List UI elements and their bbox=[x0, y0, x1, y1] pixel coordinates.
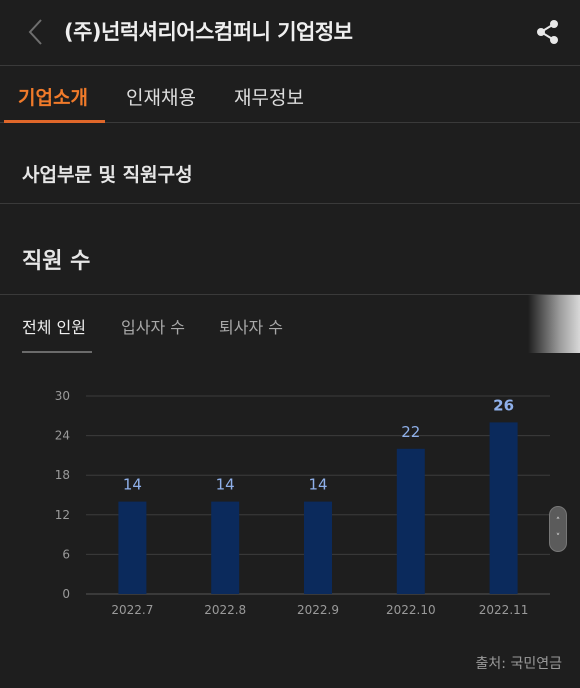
bar bbox=[211, 501, 240, 594]
x-tick-label: 2022.8 bbox=[204, 603, 246, 617]
scroll-handle[interactable]: ˄ ˅ bbox=[549, 506, 567, 552]
bar-value-label: 14 bbox=[123, 476, 142, 494]
employee-count-chart: 0 6 12 18 24 30 14 2022.7 14 2022.8 14 2022.9 22 2022… bbox=[0, 370, 580, 620]
chevron-up-icon: ˄ bbox=[555, 517, 561, 527]
app-header: (주)넌럭셔리어스컴퍼니 기업정보 bbox=[0, 0, 580, 66]
bar bbox=[396, 448, 425, 594]
data-source-note: 출처: 국민연금 bbox=[475, 656, 562, 672]
tab-recruitment[interactable]: 인재채용 bbox=[126, 87, 196, 109]
main-tabs: 기업소개 인재채용 재무정보 bbox=[0, 67, 580, 123]
y-tick-label: 30 bbox=[55, 389, 70, 403]
page-title: (주)넌럭셔리어스컴퍼니 기업정보 bbox=[64, 20, 353, 44]
y-tick-label: 0 bbox=[62, 587, 70, 601]
x-tick-label: 2022.9 bbox=[297, 603, 339, 617]
employees-section-row: 직원 수 bbox=[0, 205, 580, 294]
x-tick-label: 2022.11 bbox=[479, 603, 529, 617]
employees-section-title: 직원 수 bbox=[22, 249, 91, 274]
subtab-departures[interactable]: 퇴사자 수 bbox=[219, 318, 283, 337]
subtab-total-staff[interactable]: 전체 인원 bbox=[22, 318, 86, 337]
bar-value-label: 14 bbox=[308, 476, 327, 494]
bar-value-label: 14 bbox=[216, 476, 235, 494]
business-section-title: 사업부문 및 직원구성 bbox=[22, 164, 193, 186]
chevron-left-icon[interactable] bbox=[26, 17, 46, 47]
active-tab-indicator bbox=[4, 120, 105, 123]
active-subtab-indicator bbox=[22, 351, 92, 353]
y-tick-label: 24 bbox=[55, 429, 70, 443]
employee-subtabs: 전체 인원 입사자 수 퇴사자 수 bbox=[0, 294, 580, 354]
share-icon[interactable] bbox=[534, 18, 562, 46]
bar bbox=[118, 501, 147, 594]
bar-chart-svg: 0 6 12 18 24 30 14 2022.7 14 2022.8 14 2022.9 22 2022… bbox=[55, 389, 550, 617]
bar bbox=[489, 422, 518, 594]
bar-value-label: 22 bbox=[401, 423, 420, 441]
bar bbox=[304, 501, 332, 594]
x-tick-label: 2022.7 bbox=[111, 603, 153, 617]
y-tick-label: 6 bbox=[62, 547, 70, 561]
scroll-fade-edge bbox=[528, 295, 580, 353]
bar-value-label: 26 bbox=[493, 396, 514, 414]
business-section-row[interactable]: 사업부문 및 직원구성 bbox=[0, 124, 580, 204]
y-tick-label: 18 bbox=[55, 468, 70, 482]
y-tick-label: 12 bbox=[55, 508, 70, 522]
chevron-down-icon: ˅ bbox=[555, 533, 561, 543]
subtab-hires[interactable]: 입사자 수 bbox=[121, 318, 185, 337]
x-tick-label: 2022.10 bbox=[386, 603, 436, 617]
tab-financial-info[interactable]: 재무정보 bbox=[234, 87, 304, 109]
tab-company-intro[interactable]: 기업소개 bbox=[18, 87, 88, 109]
